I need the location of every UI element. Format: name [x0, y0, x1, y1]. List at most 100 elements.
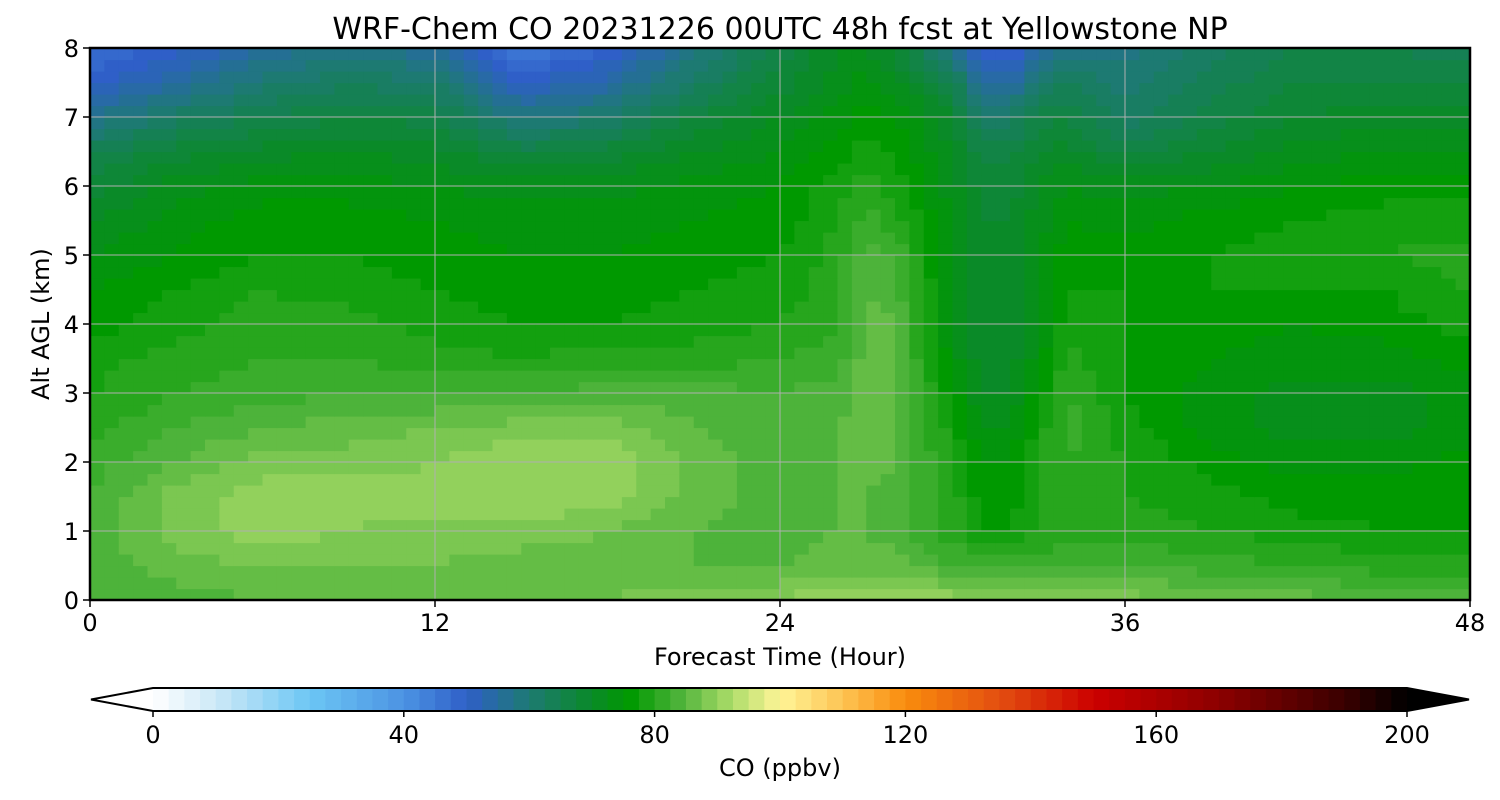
heatmap-cell — [794, 94, 810, 107]
heatmap-cell — [478, 473, 494, 486]
heatmap-cell — [1412, 473, 1428, 486]
heatmap-cell — [133, 48, 149, 61]
heatmap-cell — [578, 117, 594, 130]
heatmap-cell — [478, 278, 494, 291]
heatmap-cell — [1240, 312, 1255, 325]
heatmap-cell — [1455, 554, 1470, 567]
heatmap-cell — [895, 163, 910, 176]
heatmap-cell — [276, 105, 292, 118]
heatmap-cell — [1096, 393, 1112, 406]
heatmap-cell — [161, 508, 177, 521]
heatmap-cell — [1268, 266, 1284, 279]
heatmap-cell — [866, 393, 882, 406]
heatmap-cell — [593, 117, 609, 130]
heatmap-cell — [1096, 232, 1112, 245]
heatmap-cell — [722, 485, 738, 498]
heatmap-cell — [506, 508, 522, 521]
heatmap-cell — [435, 255, 450, 268]
heatmap-cell — [291, 163, 307, 176]
heatmap-cell — [478, 220, 494, 233]
heatmap-cell — [780, 209, 795, 222]
heatmap-cell — [1398, 186, 1414, 199]
heatmap-cell — [1053, 151, 1069, 164]
heatmap-cell — [650, 186, 666, 199]
heatmap-cell — [320, 450, 335, 463]
colorbar-swatch — [1312, 688, 1330, 711]
heatmap-cell — [305, 105, 321, 118]
heatmap-cell — [305, 289, 321, 302]
heatmap-cell — [435, 519, 450, 532]
heatmap-cell — [794, 416, 810, 429]
heatmap-cell — [550, 416, 565, 429]
heatmap-cell — [334, 370, 350, 383]
heatmap-cell — [1383, 450, 1399, 463]
heatmap-cell — [1268, 393, 1284, 406]
heatmap-cell — [205, 577, 220, 590]
heatmap-cell — [938, 450, 954, 463]
heatmap-cell — [233, 220, 249, 233]
heatmap-cell — [1240, 485, 1255, 498]
heatmap-cell — [1024, 232, 1040, 245]
heatmap-cell — [506, 71, 522, 84]
heatmap-cell — [104, 289, 120, 302]
heatmap-cell — [1340, 462, 1356, 475]
heatmap-cell — [233, 174, 249, 187]
heatmap-cell — [133, 335, 149, 348]
heatmap-cell — [1139, 508, 1155, 521]
heatmap-cell — [147, 439, 163, 452]
heatmap-cell — [1254, 266, 1270, 279]
heatmap-cell — [866, 266, 882, 279]
heatmap-cell — [1369, 301, 1385, 314]
heatmap-cell — [851, 347, 867, 360]
heatmap-cell — [420, 312, 436, 325]
heatmap-cell — [1240, 209, 1255, 222]
heatmap-cell — [621, 163, 637, 176]
heatmap-cell — [233, 209, 249, 222]
heatmap-cell — [866, 82, 882, 95]
heatmap-cell — [650, 266, 666, 279]
heatmap-cell — [1441, 416, 1457, 429]
heatmap-cell — [1125, 48, 1140, 61]
heatmap-cell — [1412, 232, 1428, 245]
heatmap-cell — [938, 588, 954, 600]
heatmap-cell — [722, 140, 738, 153]
heatmap-cell — [966, 71, 982, 84]
heatmap-cell — [1110, 519, 1126, 532]
heatmap-cell — [90, 312, 105, 325]
heatmap-cell — [348, 151, 364, 164]
heatmap-cell — [593, 128, 609, 141]
heatmap-cell — [320, 140, 335, 153]
heatmap-cell — [305, 577, 321, 590]
heatmap-cell — [1340, 370, 1356, 383]
heatmap-cell — [1326, 82, 1342, 95]
heatmap-cell — [1412, 278, 1428, 291]
heatmap-cell — [679, 209, 695, 222]
heatmap-cell — [1182, 554, 1198, 567]
heatmap-cell — [435, 151, 450, 164]
heatmap-cell — [1010, 266, 1025, 279]
colorbar-swatch — [215, 688, 232, 711]
heatmap-cell — [463, 140, 479, 153]
heatmap-cell — [492, 404, 508, 417]
heatmap-cell — [693, 565, 709, 578]
heatmap-cell — [909, 404, 925, 417]
heatmap-cell — [1067, 105, 1083, 118]
heatmap-cell — [1139, 439, 1155, 452]
heatmap-cell — [909, 71, 925, 84]
heatmap-cell — [219, 508, 235, 521]
heatmap-cell — [377, 232, 393, 245]
heatmap-cell — [90, 542, 105, 555]
heatmap-cell — [161, 393, 177, 406]
heatmap-cell — [133, 209, 149, 222]
heatmap-cell — [133, 197, 149, 210]
heatmap-cell — [463, 220, 479, 233]
heatmap-cell — [1096, 117, 1112, 130]
heatmap-cell — [406, 48, 422, 61]
heatmap-cell — [679, 140, 695, 153]
heatmap-cell — [550, 554, 565, 567]
heatmap-cell — [1412, 105, 1428, 118]
heatmap-cell — [780, 255, 795, 268]
heatmap-cell — [205, 197, 220, 210]
heatmap-cell — [837, 416, 853, 429]
